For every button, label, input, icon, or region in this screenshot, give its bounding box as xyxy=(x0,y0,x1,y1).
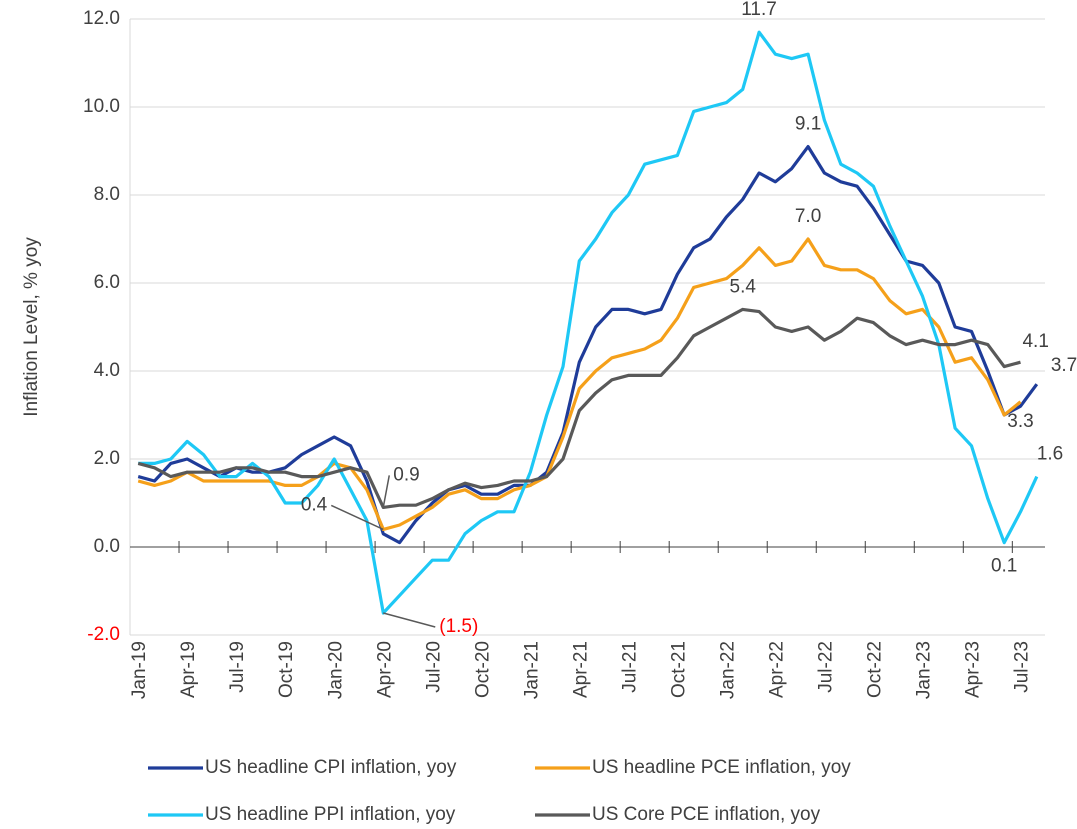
x-tick-label: Oct-21 xyxy=(668,641,689,698)
series-line xyxy=(137,145,1039,545)
data-label: (1.5) xyxy=(439,616,478,637)
label-leader xyxy=(330,504,384,531)
x-tick-label: Oct-20 xyxy=(472,641,493,698)
x-tick-label: Apr-22 xyxy=(766,641,787,698)
data-label: 0.1 xyxy=(991,556,1017,577)
data-label: 11.7 xyxy=(741,0,777,20)
y-tick-label: 4.0 xyxy=(94,360,120,381)
x-tick-label: Oct-22 xyxy=(864,641,885,698)
x-tick-label: Jul-19 xyxy=(227,641,248,693)
data-label: 7.0 xyxy=(795,206,821,227)
data-label: 4.1 xyxy=(1022,331,1048,352)
series-line xyxy=(137,307,1021,509)
series-line xyxy=(138,30,1039,615)
x-tick-label: Jul-23 xyxy=(1012,641,1033,693)
x-tick-label: Jan-23 xyxy=(913,641,934,699)
y-tick-label: -2.0 xyxy=(87,624,120,645)
x-tick-label: Jul-22 xyxy=(815,641,836,693)
label-leader xyxy=(382,475,390,508)
y-tick-label: 2.0 xyxy=(94,448,120,469)
x-tick-label: Jan-22 xyxy=(717,641,738,699)
x-tick-label: Jul-20 xyxy=(423,641,444,693)
y-tick-label: 8.0 xyxy=(94,184,120,205)
x-tick-label: Jan-21 xyxy=(521,641,542,699)
legend-label: US Core PCE inflation, yoy xyxy=(592,804,821,825)
y-tick-label: 0.0 xyxy=(94,536,120,557)
x-tick-label: Apr-20 xyxy=(374,641,395,698)
x-tick-label: Apr-19 xyxy=(178,641,199,698)
y-tick-label: 6.0 xyxy=(94,272,120,293)
data-label: 3.7 xyxy=(1051,355,1077,376)
x-tick-label: Jan-19 xyxy=(129,641,150,699)
label-leader xyxy=(383,612,436,628)
data-label: 0.4 xyxy=(301,494,328,515)
x-tick-label: Apr-21 xyxy=(570,641,591,698)
legend-label: US headline CPI inflation, yoy xyxy=(205,757,457,778)
data-label: 0.9 xyxy=(393,464,419,485)
data-label: 5.4 xyxy=(730,276,757,297)
legend-label: US headline PCE inflation, yoy xyxy=(592,757,851,778)
data-label: 1.6 xyxy=(1037,444,1063,465)
x-tick-label: Jan-20 xyxy=(325,641,346,699)
y-axis-label: Inflation Level, % yoy xyxy=(21,237,42,417)
y-tick-label: 12.0 xyxy=(83,8,120,29)
data-label: 3.3 xyxy=(1007,411,1033,432)
x-tick-label: Jul-21 xyxy=(619,641,640,693)
y-tick-label: 10.0 xyxy=(83,96,120,117)
x-tick-label: Apr-23 xyxy=(962,641,983,698)
legend-label: US headline PPI inflation, yoy xyxy=(205,804,456,825)
data-label: 9.1 xyxy=(795,114,821,135)
series-line xyxy=(137,237,1022,531)
x-tick-label: Oct-19 xyxy=(276,641,297,698)
